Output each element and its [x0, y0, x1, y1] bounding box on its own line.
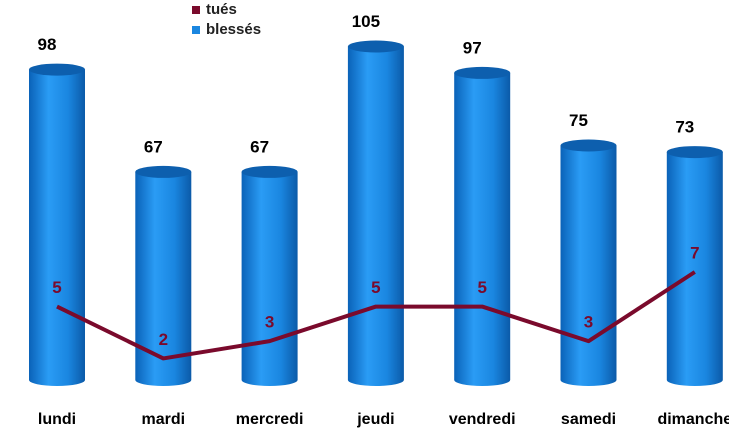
bar: [560, 145, 617, 386]
line: [56, 270, 696, 361]
data-label: 67: [250, 137, 269, 156]
legend-label: tués: [206, 1, 237, 18]
data-label: 98: [38, 35, 57, 54]
bar: [666, 152, 723, 386]
legend-label: blessés: [206, 21, 261, 38]
legend-swatch: [192, 6, 200, 14]
legend-swatch: [192, 26, 200, 34]
bar: [29, 69, 85, 386]
x-tick-label: mercredi: [236, 411, 304, 428]
bar-cap: [560, 139, 617, 152]
x-tick-label: lundi: [38, 411, 76, 428]
bar-cap: [29, 63, 85, 76]
bar-cap: [454, 66, 511, 79]
data-label: 73: [675, 118, 694, 137]
data-label: 5: [52, 278, 61, 297]
bar-cap: [347, 40, 404, 53]
x-tick-label: vendredi: [449, 411, 516, 428]
data-label: 3: [584, 313, 593, 332]
data-label: 97: [463, 38, 482, 57]
bar-cap: [241, 165, 298, 178]
data-label: 75: [569, 111, 588, 130]
x-tick-label: mardi: [142, 411, 186, 428]
data-label: 2: [159, 330, 168, 349]
data-label: 3: [265, 313, 274, 332]
data-label: 67: [144, 137, 163, 156]
data-label: 105: [352, 12, 380, 31]
x-tick-label: samedi: [561, 411, 616, 428]
bar: [454, 72, 511, 387]
data-label: 7: [690, 243, 699, 262]
x-tick-label: dimanche: [657, 411, 729, 428]
bar: [135, 171, 192, 386]
data-label: 5: [477, 278, 486, 297]
data-label: 5: [371, 278, 380, 297]
bar: [347, 46, 404, 386]
bar-cap: [666, 146, 723, 159]
bar-cap: [135, 165, 192, 178]
bar: [241, 171, 298, 386]
x-tick-label: jeudi: [356, 411, 394, 428]
